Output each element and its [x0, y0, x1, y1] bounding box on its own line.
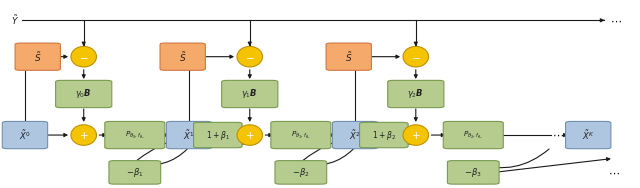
Text: $\tilde{X}^K$: $\tilde{X}^K$: [582, 128, 595, 142]
FancyBboxPatch shape: [56, 80, 112, 108]
Text: $+$: $+$: [411, 130, 420, 141]
Text: $\tilde{X}^2$: $\tilde{X}^2$: [349, 128, 361, 142]
Text: $\gamma_2\boldsymbol{B}$: $\gamma_2\boldsymbol{B}$: [408, 87, 424, 101]
FancyBboxPatch shape: [360, 122, 408, 148]
FancyBboxPatch shape: [221, 80, 278, 108]
FancyBboxPatch shape: [444, 121, 503, 149]
FancyBboxPatch shape: [326, 43, 371, 70]
Text: $\tilde{Y}$: $\tilde{Y}$: [11, 13, 19, 27]
Text: $-\beta_1$: $-\beta_1$: [126, 166, 143, 179]
Ellipse shape: [71, 125, 97, 145]
Text: $\gamma_0\boldsymbol{B}$: $\gamma_0\boldsymbol{B}$: [76, 87, 92, 101]
Text: $\tilde{S}$: $\tilde{S}$: [345, 50, 353, 64]
FancyBboxPatch shape: [566, 121, 611, 149]
FancyBboxPatch shape: [275, 161, 326, 184]
Text: $-$: $-$: [245, 52, 255, 62]
Text: $+$: $+$: [79, 130, 88, 141]
Text: $\gamma_1\boldsymbol{B}$: $\gamma_1\boldsymbol{B}$: [241, 87, 258, 101]
FancyBboxPatch shape: [271, 121, 331, 149]
Text: $-\beta_2$: $-\beta_2$: [292, 166, 310, 179]
Text: $-$: $-$: [411, 52, 420, 62]
Ellipse shape: [237, 125, 262, 145]
Ellipse shape: [71, 46, 97, 67]
FancyBboxPatch shape: [15, 43, 60, 70]
Text: $\tilde{X}^1$: $\tilde{X}^1$: [184, 128, 195, 142]
Text: $1+\beta_1$: $1+\beta_1$: [206, 129, 230, 142]
FancyBboxPatch shape: [193, 122, 242, 148]
Text: $P_{\theta_0,f_{\theta_0}}$: $P_{\theta_0,f_{\theta_0}}$: [125, 129, 145, 141]
Text: $\cdots$: $\cdots$: [552, 130, 563, 140]
Text: $\cdots$: $\cdots$: [608, 167, 620, 177]
Ellipse shape: [403, 46, 429, 67]
FancyBboxPatch shape: [109, 161, 161, 184]
FancyBboxPatch shape: [388, 80, 444, 108]
Text: $\cdots$: $\cdots$: [610, 15, 621, 25]
Text: $-$: $-$: [79, 52, 88, 62]
FancyBboxPatch shape: [332, 121, 378, 149]
Text: $1+\beta_2$: $1+\beta_2$: [372, 129, 396, 142]
FancyBboxPatch shape: [447, 161, 499, 184]
Text: $\tilde{X}^0$: $\tilde{X}^0$: [19, 128, 31, 142]
FancyBboxPatch shape: [166, 121, 212, 149]
Text: $P_{\theta_2,f_{\theta_2}}$: $P_{\theta_2,f_{\theta_2}}$: [463, 129, 483, 141]
Text: $\tilde{S}$: $\tilde{S}$: [179, 50, 186, 64]
Text: $-\beta_3$: $-\beta_3$: [465, 166, 482, 179]
FancyBboxPatch shape: [3, 121, 47, 149]
Ellipse shape: [237, 46, 262, 67]
FancyBboxPatch shape: [105, 121, 165, 149]
FancyBboxPatch shape: [160, 43, 205, 70]
Text: $+$: $+$: [245, 130, 255, 141]
Text: $\tilde{S}$: $\tilde{S}$: [34, 50, 42, 64]
Text: $P_{\theta_1,f_{\theta_1}}$: $P_{\theta_1,f_{\theta_1}}$: [291, 129, 311, 141]
Ellipse shape: [403, 125, 429, 145]
